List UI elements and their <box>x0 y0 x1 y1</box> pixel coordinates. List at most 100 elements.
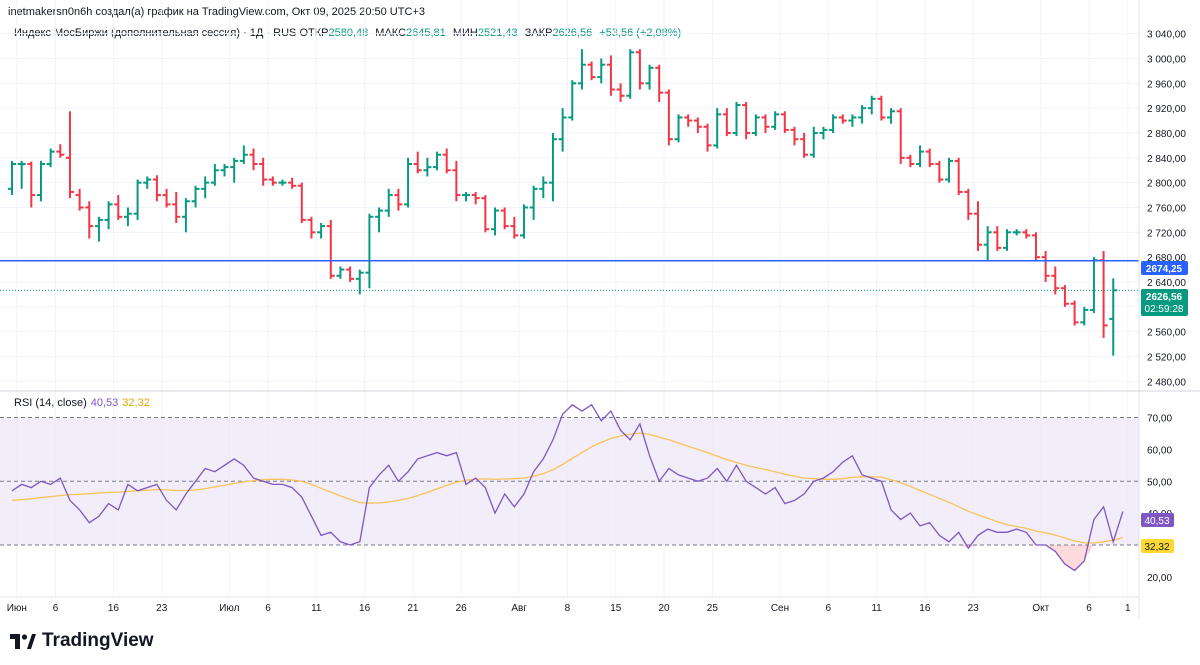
ohlc-bar <box>104 201 113 230</box>
ohlc-bar <box>249 148 258 171</box>
ohlc-bar <box>133 179 142 220</box>
ohlc-bar <box>1031 232 1040 261</box>
ohlc-bar <box>462 191 471 202</box>
ohlc-bar <box>780 111 789 133</box>
rsi-tick-label: 70,00 <box>1147 414 1172 425</box>
ohlc-bar <box>94 216 103 242</box>
rsi-value-text: 40,53 <box>1144 516 1169 527</box>
ohlc-bar <box>346 266 355 282</box>
price-tick-label: 2 800,00 <box>1147 179 1186 190</box>
ohlc-bar <box>887 108 896 124</box>
ohlc-bar <box>993 226 1002 251</box>
ohlc-bar <box>404 157 413 208</box>
time-tick-label: 20 <box>658 603 670 614</box>
symbol-title[interactable]: Индекс МосБиржи (дополнительная сессия) … <box>14 27 297 39</box>
ohlc-bar <box>954 157 963 196</box>
time-tick-label: 6 <box>265 603 271 614</box>
price-tick-label: 2 480,00 <box>1147 377 1186 388</box>
low-value: 2521,43 <box>477 27 518 39</box>
ohlc-bar <box>916 145 925 168</box>
ohlc-bar <box>481 195 490 233</box>
price-bars <box>8 49 1118 356</box>
ohlc-bar <box>684 114 693 127</box>
price-tick-label: 2 520,00 <box>1147 352 1186 363</box>
grid-lines <box>0 0 1139 597</box>
ohlc-bar <box>201 176 210 199</box>
price-tick-label: 2 760,00 <box>1147 203 1186 214</box>
ohlc-bar <box>375 207 384 233</box>
price-tick-label: 2 720,00 <box>1147 228 1186 239</box>
price-tick-label: 2 960,00 <box>1147 79 1186 90</box>
price-tick-label: 2 920,00 <box>1147 104 1186 115</box>
ohlc-bar <box>365 213 374 289</box>
ohlc-bar <box>471 191 480 205</box>
open-label: ОТКР <box>299 27 329 39</box>
rsi-ma-legend-value: 32,32 <box>122 397 150 409</box>
ohlc-bar <box>597 58 606 84</box>
price-tick-label: 2 880,00 <box>1147 129 1186 140</box>
ohlc-bar <box>172 191 181 224</box>
ohlc-bar <box>790 126 799 146</box>
ohlc-bar <box>616 83 625 102</box>
price-tick-label: 2 560,00 <box>1147 328 1186 339</box>
ohlc-bar <box>964 188 973 220</box>
ohlc-bar <box>713 108 722 149</box>
open-value: 2580,48 <box>328 27 369 39</box>
ohlc-bar <box>1041 250 1050 282</box>
ohlc-bar <box>326 219 335 279</box>
ohlc-bar <box>46 148 55 168</box>
price-tick-label: 2 840,00 <box>1147 154 1186 165</box>
time-tick-label: 21 <box>407 603 419 614</box>
ohlc-bar <box>27 161 36 208</box>
ohlc-bar <box>674 114 683 143</box>
price-tick-label: 2 640,00 <box>1147 278 1186 289</box>
price-tick-label: 2 680,00 <box>1147 253 1186 264</box>
ohlc-bar <box>771 111 780 130</box>
high-label: МАКС <box>375 27 407 39</box>
ohlc-bar <box>664 89 673 146</box>
ohlc-bar <box>848 114 857 127</box>
ohlc-bar <box>8 160 16 196</box>
time-tick-label: 26 <box>456 603 468 614</box>
ohlc-bar <box>655 64 664 102</box>
rsi-line <box>11 403 1124 572</box>
ohlc-bar <box>114 195 123 220</box>
ohlc-bar <box>268 176 277 186</box>
time-tick-label: Сен <box>771 603 789 614</box>
rsi-legend-value: 40,53 <box>90 397 119 409</box>
ohlc-bar <box>974 201 982 251</box>
time-tick-label: 6 <box>825 603 831 614</box>
ohlc-bar <box>558 108 567 152</box>
time-tick-label: 6 <box>53 603 59 614</box>
ohlc-bar <box>577 49 586 90</box>
ohlc-bar <box>858 105 867 124</box>
ohlc-bar <box>259 157 268 186</box>
high-value: 2645,81 <box>406 27 446 39</box>
ohlc-bar <box>162 188 171 208</box>
rsi-level-lines <box>0 417 1139 546</box>
ohlc-bar <box>838 114 847 124</box>
ohlc-bar <box>230 157 239 183</box>
ohlc-bar <box>925 148 934 168</box>
tradingview-logo-icon <box>10 633 36 649</box>
ohlc-bar <box>413 151 422 174</box>
time-tick-label: 16 <box>919 603 931 614</box>
ohlc-bar <box>297 182 306 224</box>
ohlc-bar <box>1099 250 1108 338</box>
tradingview-logo[interactable]: TradingView <box>10 630 154 652</box>
ohlc-bar <box>143 176 152 189</box>
rsi-title[interactable]: RSI (14, close) <box>14 397 87 409</box>
ohlc-bar <box>491 207 499 236</box>
time-tick-label: 16 <box>108 603 120 614</box>
ohlc-bar <box>239 145 248 165</box>
ohlc-bar <box>355 269 364 295</box>
ohlc-bar <box>152 175 161 202</box>
ohlc-bar <box>510 216 519 239</box>
ohlc-bar <box>210 164 219 186</box>
ohlc-bar <box>85 201 94 239</box>
ohlc-bar <box>742 101 751 140</box>
ohlc-bar <box>500 207 509 230</box>
ohlc-bar <box>877 95 886 121</box>
ohlc-bar <box>1012 229 1021 236</box>
